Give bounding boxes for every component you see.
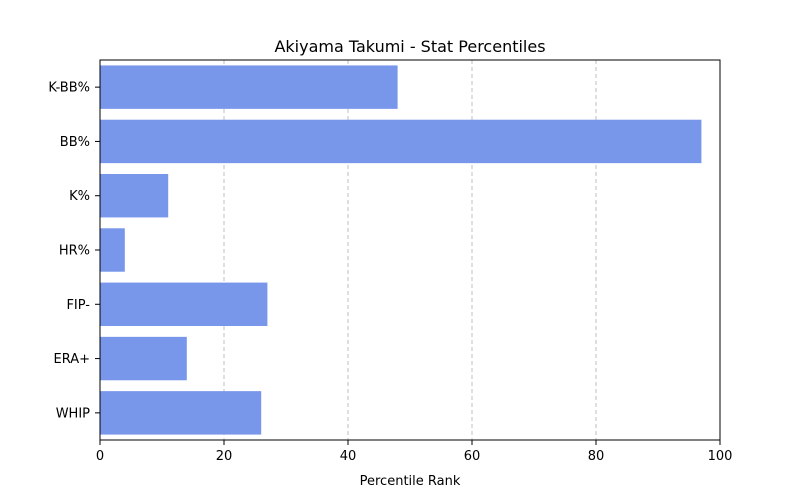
x-tick-label: 60 [464,449,481,464]
x-tick-label: 40 [340,449,357,464]
bar [100,65,398,109]
y-tick-label: K% [69,189,90,204]
bar [100,119,702,164]
y-tick-label: K-BB% [48,81,90,96]
bar [100,174,169,218]
y-tick-label: WHIP [56,406,90,421]
y-tick-label: HR% [59,244,90,259]
y-tick-label: BB% [60,135,90,150]
x-tick-label: 100 [708,449,733,464]
y-tick-label: FIP- [66,298,90,313]
chart-title: Akiyama Takumi - Stat Percentiles [274,37,545,56]
x-tick-label: 80 [588,449,605,464]
x-tick-label: 0 [96,449,104,464]
plot-frame [99,59,721,441]
x-axis-label: Percentile Rank [360,474,461,489]
bar [100,282,268,326]
bar [100,336,187,381]
grid-lines [223,60,597,440]
y-axis-ticks: K-BB% BB% K% HR% FIP- ERA+ WHIP [48,81,100,421]
y-tick-label: ERA+ [53,352,90,367]
bar [100,391,262,435]
bars [100,65,702,435]
bar [100,228,125,272]
x-tick-label: 20 [216,449,233,464]
x-axis-ticks: 0 20 40 60 80 100 [96,440,733,464]
